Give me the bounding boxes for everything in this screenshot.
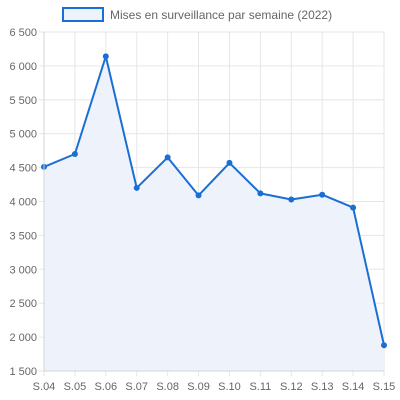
y-tick-label: 4 500: [9, 163, 37, 175]
data-point[interactable]: [133, 184, 140, 191]
y-axis: 1 500 2 000 2 500 3 000 3 500 4 000 4 500 5 000…: [9, 27, 45, 378]
data-point[interactable]: [71, 151, 78, 158]
legend-swatch: [62, 7, 104, 22]
x-tick-label: S.09: [187, 381, 210, 393]
data-point[interactable]: [102, 53, 109, 60]
legend-label: Mises en surveillance par semaine (2022): [110, 8, 332, 22]
data-point[interactable]: [319, 191, 326, 198]
x-tick-label: S.05: [64, 381, 87, 393]
data-point[interactable]: [195, 192, 202, 199]
x-tick-label: S.06: [94, 381, 117, 393]
x-tick-label: S.04: [33, 381, 56, 393]
x-tick-label: S.08: [156, 381, 179, 393]
data-point[interactable]: [350, 204, 357, 211]
x-tick-label: S.07: [125, 381, 148, 393]
data-point[interactable]: [226, 159, 233, 166]
legend[interactable]: Mises en surveillance par semaine (2022): [62, 7, 332, 22]
y-tick-label: 3 000: [9, 264, 37, 276]
x-tick-label: S.14: [342, 381, 365, 393]
x-tick-label: S.11: [249, 381, 271, 393]
y-tick-label: 2 500: [9, 298, 37, 310]
y-tick-label: 5 000: [9, 129, 37, 141]
series-line: [43, 55, 385, 346]
y-tick-label: 4 000: [9, 197, 37, 209]
x-axis: S.04 S.05 S.06 S.07 S.08 S.09 S.10 S.11 S.12 S.13…: [33, 370, 396, 393]
x-tick-label: S.15: [373, 381, 396, 393]
data-point[interactable]: [381, 342, 387, 349]
y-tick-label: 5 500: [9, 95, 37, 107]
data-points: [41, 53, 387, 349]
y-tick-label: 3 500: [9, 230, 37, 242]
y-tick-label: 6 500: [9, 27, 37, 39]
data-point[interactable]: [164, 154, 171, 161]
x-tick-label: S.10: [218, 381, 241, 393]
data-point[interactable]: [288, 196, 295, 203]
x-tick-label: S.12: [280, 381, 303, 393]
series-area: [44, 56, 384, 372]
y-tick-label: 6 000: [9, 61, 37, 73]
y-tick-label: 1 500: [9, 366, 37, 378]
y-tick-label: 2 000: [9, 332, 37, 344]
data-point[interactable]: [257, 190, 264, 197]
x-tick-label: S.13: [311, 381, 334, 393]
